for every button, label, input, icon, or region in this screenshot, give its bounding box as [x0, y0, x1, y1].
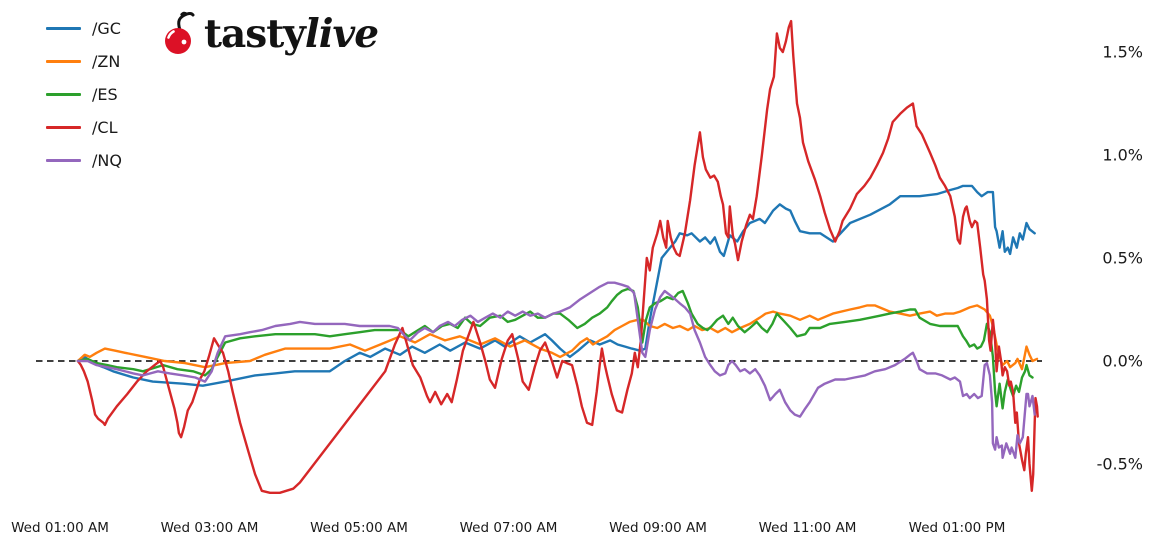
- y-tick-label: 1.0%: [1102, 145, 1143, 165]
- x-tick-label: Wed 01:00 AM: [11, 520, 109, 536]
- legend-label-gc: /GC: [92, 19, 121, 38]
- x-tick-label: Wed 11:00 AM: [758, 520, 857, 536]
- legend-label-cl: /CL: [92, 118, 118, 137]
- series-line-nq: [76, 281, 1036, 459]
- y-tick-label: 0.0%: [1102, 351, 1143, 371]
- cherry-icon: [165, 11, 195, 54]
- nq-line-swatch: [46, 159, 81, 162]
- legend-item-zn: /ZN: [46, 45, 122, 78]
- x-tick-label: Wed 03:00 AM: [160, 520, 259, 536]
- legend: /GC /ZN /ES /CL /NQ: [46, 12, 122, 177]
- x-tick-label: Wed 01:00 PM: [908, 520, 1006, 536]
- x-tick-label: Wed 05:00 AM: [310, 520, 408, 536]
- legend-item-cl: /CL: [46, 111, 122, 144]
- series-line-es: [76, 287, 1034, 410]
- legend-label-zn: /ZN: [92, 52, 121, 71]
- y-tick-label: -0.5%: [1096, 454, 1143, 474]
- logo-text-tasty: tasty: [204, 11, 306, 57]
- logo-wordmark: tastylive: [204, 8, 379, 60]
- series-line-zn: [76, 304, 1039, 371]
- legend-item-es: /ES: [46, 78, 122, 111]
- zn-line-swatch: [46, 60, 81, 63]
- tastylive-logo: tastylive: [163, 8, 379, 60]
- gc-line-swatch: [46, 27, 81, 30]
- y-tick-label: 0.5%: [1102, 248, 1143, 268]
- legend-item-nq: /NQ: [46, 144, 122, 177]
- es-line-swatch: [46, 93, 81, 96]
- x-tick-label: Wed 09:00 AM: [609, 520, 707, 536]
- logo-text-live: live: [304, 11, 379, 57]
- series-line-gc: [76, 184, 1036, 387]
- series-line-cl: [76, 19, 1039, 494]
- legend-item-gc: /GC: [46, 12, 122, 45]
- y-tick-label: 1.5%: [1102, 42, 1143, 62]
- x-tick-label: Wed 07:00 AM: [459, 520, 558, 536]
- legend-label-es: /ES: [92, 85, 118, 104]
- legend-label-nq: /NQ: [92, 151, 122, 170]
- cl-line-swatch: [46, 126, 81, 129]
